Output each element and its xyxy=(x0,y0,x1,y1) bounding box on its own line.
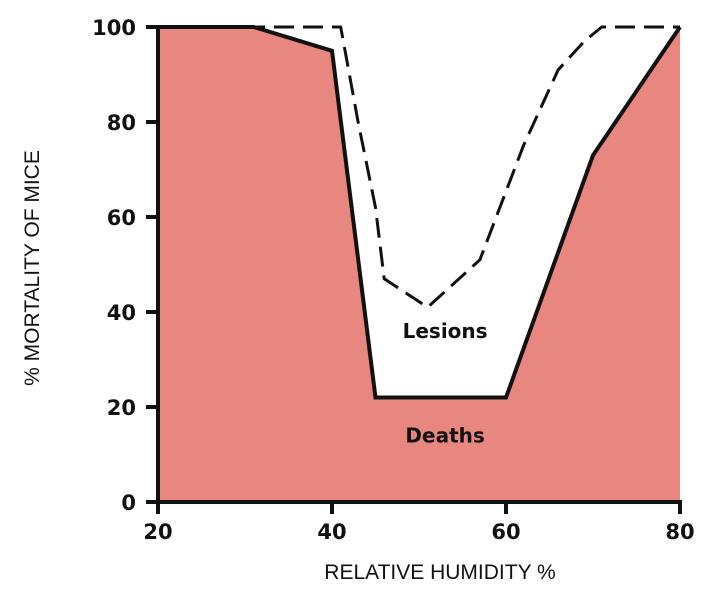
lesions-line xyxy=(158,25,680,309)
x-tick-label: 80 xyxy=(665,520,694,544)
x-tick-label: 40 xyxy=(317,520,346,544)
y-tick-label: 40 xyxy=(107,301,136,325)
annotation-lesions: Lesions xyxy=(403,319,488,343)
y-tick-label: 80 xyxy=(107,111,136,135)
y-tick-label: 60 xyxy=(107,206,136,230)
x-tick-label: 60 xyxy=(491,520,520,544)
y-tick-label: 0 xyxy=(121,491,136,515)
deaths-area xyxy=(158,27,680,502)
y-tick-label: 100 xyxy=(92,16,136,40)
x-axis-title: RELATIVE HUMIDITY % xyxy=(324,561,555,584)
x-tick-label: 20 xyxy=(143,520,172,544)
annotation-deaths: Deaths xyxy=(405,424,484,448)
y-axis-title: % MORTALITY OF MICE xyxy=(21,150,44,386)
y-tick-label: 20 xyxy=(107,396,136,420)
